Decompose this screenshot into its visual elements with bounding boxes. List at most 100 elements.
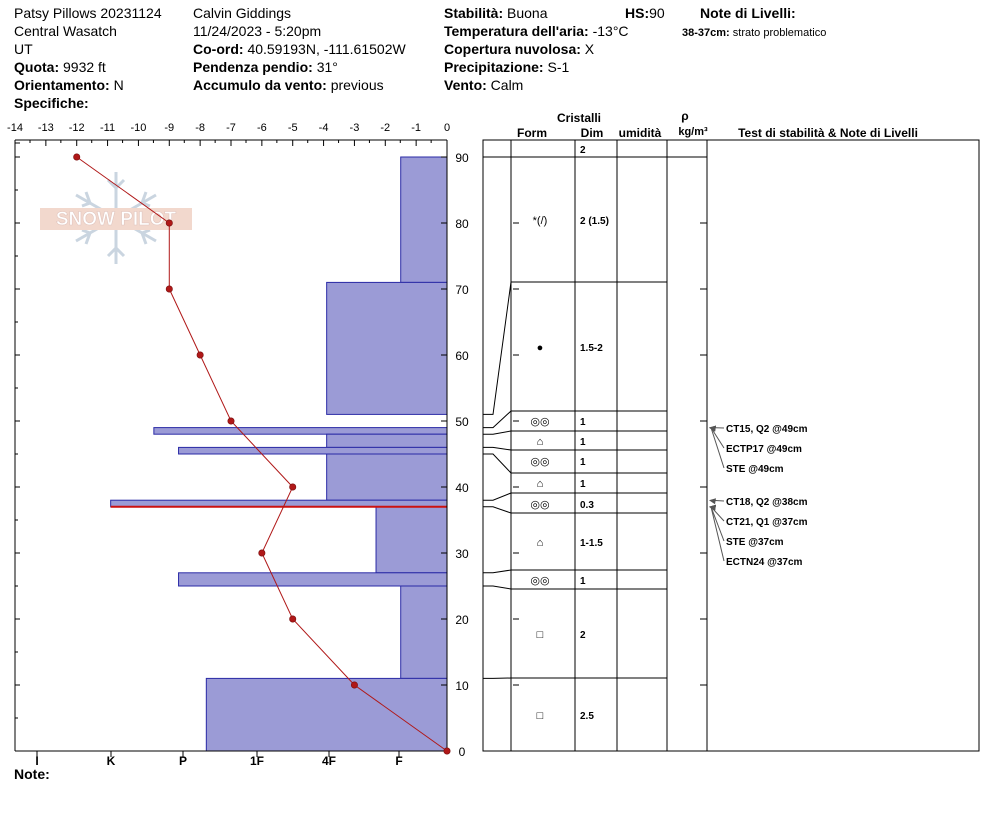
wind-row: Vento: Calm [444,76,629,94]
test-arrow-line [710,427,725,469]
wind-load-label: Accumulo da vento: [193,77,327,93]
layer-note-depth: 38-37cm: [682,27,730,39]
temperature-point [258,549,266,557]
layer-form-symbol: ◎◎ [530,575,549,587]
layer-top-dim: 2 [580,145,586,156]
height-tick-label: 80 [455,217,469,231]
hardness-bar [178,446,448,455]
layer-table: Cristalli Form Dim umidità ρ kg/m³ Test di sta… [482,109,980,752]
logo-text: SNOW PILOT [56,209,177,230]
note-label: Note: [14,766,50,782]
slope-row: Pendenza pendio: 31° [193,58,406,76]
layer-form-symbol: ⌂ [537,537,544,549]
hs-row: HS:90 [625,4,665,22]
state-name: UT [14,41,33,57]
header-cristalli: Cristalli [557,111,601,125]
hardness-bar [375,506,448,574]
aspect-value: N [113,77,124,93]
height-tick-label: 40 [455,481,469,495]
hardness-bar [326,433,448,448]
layer-form-symbol: ◎◎ [530,416,549,428]
temp-tick-label: -3 [350,122,360,134]
layer-dim: 1 [580,457,586,468]
observer-name: Calvin Giddings [193,5,292,21]
stability-test-label: ECTN24 @37cm [726,557,803,568]
stability-label: Stabilità: [444,5,504,21]
header-density: kg/m³ [678,126,708,138]
layer-notes-title: Note di Livelli: [700,4,826,22]
layer-dim: 2.5 [580,711,594,722]
slope-label: Pendenza pendio: [193,59,313,75]
elevation-value: 9932 ft [63,59,106,75]
height-tick-label: 70 [455,283,469,297]
temp-tick-label: -5 [288,122,298,134]
slope-value: 31° [316,59,338,75]
temp-tick-label: -11 [100,122,115,134]
temp-tick-label: 0 [444,122,450,134]
precip-label: Precipitazione: [444,59,544,75]
layer-form-symbol: □ [537,710,544,722]
hardness-bar [326,281,448,415]
layer-connector [483,585,512,590]
layer-form-symbol: ◎◎ [530,456,549,468]
temp-tick-label: -2 [380,122,390,134]
layer-form-symbol: ⌂ [537,478,544,490]
stability-test-label: ECTP17 @49cm [726,444,802,455]
stability-test-label: CT15, Q2 @49cm [726,424,808,435]
wind-label: Vento: [444,77,487,93]
stability-test-label: STE @49cm [726,464,784,475]
layer-dim: 2 [580,630,586,641]
height-tick-label: 30 [455,547,469,561]
hardness-tick-label: 1F [250,754,264,768]
test-arrow-head [709,504,716,511]
cloud-label: Copertura nuvolosa: [444,41,581,57]
header-col2: Calvin Giddings 11/24/2023 - 5:20pm Co-o… [193,4,406,94]
layer-form-symbol: □ [537,629,544,641]
height-tick-label: 90 [455,151,469,165]
temp-tick-label: -12 [69,122,85,134]
test-arrow-line [710,506,725,562]
air-temp-row: Temperatura dell'aria: -13°C [444,22,629,40]
precip-value: S-1 [547,59,570,75]
left-axes: -14 -13 -12 -11 -10 -9 -8 -7 -6 -5 -4 -3 -2 -1 0010203… [7,122,469,768]
header-col4: Note di Livelli: 38-37cm: strato problem… [682,4,826,42]
layer-dim: 1 [580,437,586,448]
layer-form-symbol: ⌂ [537,436,544,448]
range-name: Central Wasatch [14,23,117,39]
layer-dim: 1 [580,417,586,428]
wind-load-row: Accumulo da vento: previous [193,76,406,94]
elevation-label: Quota: [14,59,60,75]
hs-value: 90 [649,5,665,21]
header-umidita: umidità [619,126,662,140]
logo-banner [40,208,192,230]
temperature-point [165,219,173,227]
precip-row: Precipitazione: S-1 [444,58,629,76]
header-col1: Patsy Pillows 20231124 Central Wasatch U… [14,4,162,112]
coord-label: Co-ord: [193,41,244,57]
stability-test-label: STE @37cm [726,537,784,548]
temperature-point [350,681,358,689]
temperature-point [73,153,81,161]
specifics-label: Specifiche: [14,95,89,111]
hardness-tick-label: P [179,754,187,768]
layer-dim: 2 (1.5) [580,216,609,227]
test-arrow-line [710,506,725,542]
hardness-tick-label: I [35,754,38,768]
layer-note: 38-37cm: strato problematico [682,24,826,42]
height-tick-label: 20 [455,613,469,627]
table-frame [482,139,980,752]
temperature-point [227,417,235,425]
temperature-profile [73,153,451,755]
layer-dim: 1.5-2 [580,343,603,354]
height-tick-label: 60 [455,349,469,363]
header-rho: ρ [681,109,688,123]
aspect-row: Orientamento: N [14,76,162,94]
hardness-bar [178,572,448,587]
height-tick-label: 10 [455,679,469,693]
air-temp-value: -13°C [592,23,629,39]
hardness-bar [153,427,448,435]
layer-form-symbol: ● [537,342,544,354]
layer-form-symbol: ◎◎ [530,499,549,511]
test-arrow-line [710,427,725,449]
height-tick-label: 50 [455,415,469,429]
